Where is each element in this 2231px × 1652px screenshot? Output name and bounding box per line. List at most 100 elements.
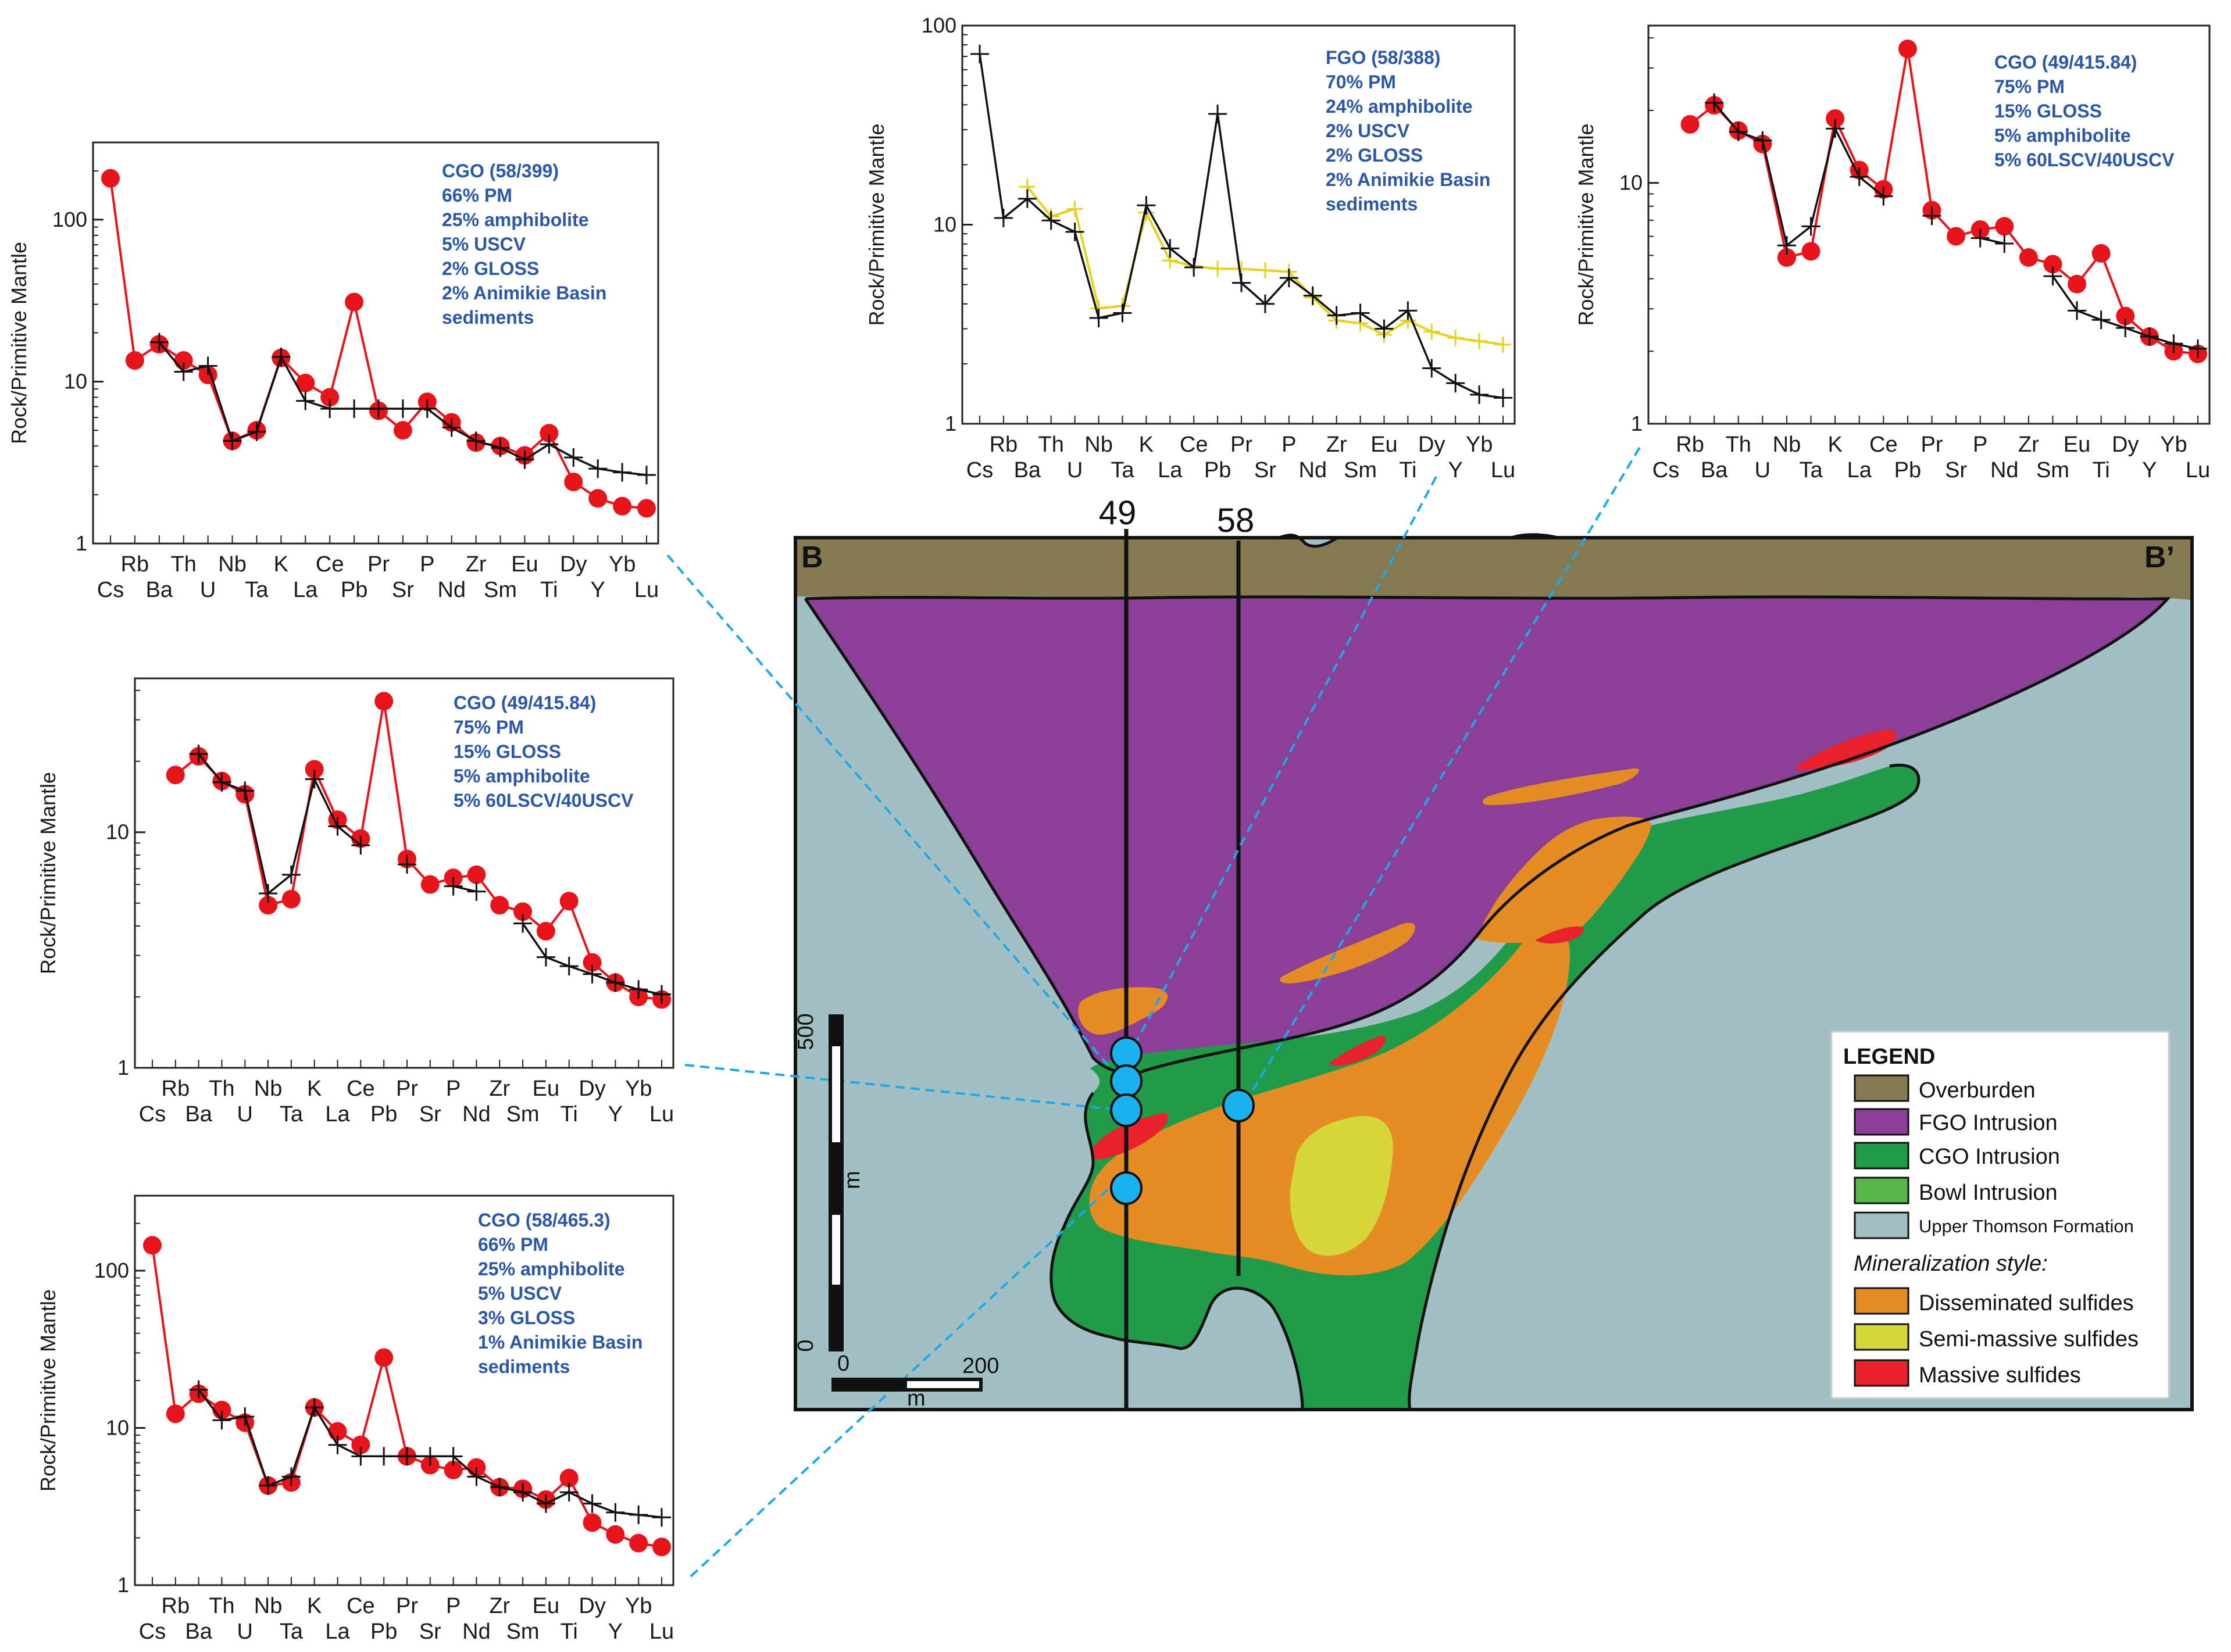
model-point bbox=[1947, 227, 1966, 246]
observed-point bbox=[281, 1467, 301, 1486]
element-label-yb: Yb bbox=[1466, 432, 1493, 457]
connector-to-cgo-58-4653 bbox=[690, 1185, 1113, 1578]
model-point bbox=[583, 1513, 602, 1532]
element-label-nb: Nb bbox=[1084, 432, 1113, 457]
element-label-u: U bbox=[237, 1619, 253, 1644]
element-label-pb: Pb bbox=[1204, 458, 1231, 482]
sample-dot[interactable] bbox=[1110, 1036, 1143, 1070]
element-label-ce: Ce bbox=[1869, 432, 1898, 457]
sample-dot[interactable] bbox=[1110, 1064, 1143, 1098]
element-label-pb: Pb bbox=[1894, 458, 1921, 482]
y-tick-label: 1 bbox=[945, 412, 956, 435]
element-label-lu: Lu bbox=[1491, 458, 1515, 482]
element-label-nb: Nb bbox=[254, 1594, 283, 1618]
observed-point bbox=[1777, 236, 1796, 255]
element-label-cs: Cs bbox=[139, 1102, 166, 1127]
observed-point bbox=[235, 1407, 255, 1426]
model-point bbox=[559, 1468, 579, 1487]
observed-point bbox=[351, 836, 370, 855]
fgo-intrusion-area bbox=[805, 596, 2168, 1074]
observed-point bbox=[559, 957, 579, 976]
model-point bbox=[2068, 274, 2087, 294]
observed-point bbox=[149, 332, 169, 352]
model-point bbox=[305, 760, 324, 779]
y-tick-label: 10 bbox=[1619, 171, 1643, 195]
element-label-dy: Dy bbox=[1418, 432, 1445, 457]
element-label-nb: Nb bbox=[218, 552, 247, 577]
model-annotation-line: CGO (58/399) bbox=[442, 160, 559, 181]
model-point bbox=[2091, 244, 2111, 263]
observed-point bbox=[1874, 187, 1893, 206]
element-label-ce: Ce bbox=[316, 552, 344, 577]
legend-swatch-semimassive bbox=[1854, 1323, 1909, 1351]
model-annotation-line: 2% Animikie Basin bbox=[442, 283, 606, 303]
observed-point bbox=[305, 1398, 324, 1417]
sample-points bbox=[1110, 1036, 1255, 1205]
element-label-eu: Eu bbox=[533, 1077, 559, 1101]
element-label-u: U bbox=[200, 578, 216, 602]
legend-label-massive: Massive sulfides bbox=[1919, 1363, 2081, 1388]
y-tick-label: 100 bbox=[52, 208, 87, 231]
observed-point bbox=[1375, 319, 1394, 338]
plot-frame bbox=[134, 677, 674, 1069]
model-point bbox=[1257, 262, 1273, 278]
model-point bbox=[101, 169, 120, 188]
vertical-scale-bar: 500 0 m bbox=[794, 1013, 865, 1351]
element-label-ta: Ta bbox=[245, 578, 269, 602]
observed-point bbox=[1232, 273, 1251, 292]
observed-point bbox=[320, 399, 340, 419]
model-point bbox=[444, 1460, 463, 1479]
model-series-line bbox=[151, 1245, 662, 1549]
sample-dot[interactable] bbox=[1222, 1089, 1255, 1122]
observed-point bbox=[1327, 306, 1346, 325]
element-label-p: P bbox=[420, 552, 434, 577]
vscale-top-label: 500 bbox=[794, 1013, 818, 1050]
plot-frame bbox=[1647, 24, 2211, 425]
model-point bbox=[1777, 248, 1796, 267]
element-label-la: La bbox=[1847, 458, 1872, 482]
hscale-left-label: 0 bbox=[837, 1351, 849, 1376]
section-label-right: B’ bbox=[2144, 541, 2175, 574]
element-label-ti: Ti bbox=[540, 578, 558, 602]
observed-point bbox=[2091, 310, 2111, 330]
legend-label-bowl: Bowl Intrusion bbox=[1919, 1181, 2058, 1205]
element-label-ce: Ce bbox=[347, 1077, 375, 1101]
element-label-sm: Sm bbox=[2036, 458, 2069, 482]
element-label-sm: Sm bbox=[506, 1619, 540, 1644]
element-label-ta: Ta bbox=[1111, 458, 1134, 482]
disseminated-lens-3 bbox=[1078, 987, 1168, 1035]
observed-point bbox=[1850, 167, 1869, 187]
model-point bbox=[1680, 115, 1700, 134]
observed-point bbox=[1184, 258, 1204, 277]
model-point bbox=[490, 896, 509, 915]
connector-to-fgo-58-388 bbox=[1133, 476, 1437, 1047]
observed-point bbox=[398, 1447, 416, 1466]
y-tick-label: 1 bbox=[76, 531, 87, 555]
element-label-lu: Lu bbox=[649, 1619, 674, 1644]
model-point bbox=[559, 892, 579, 911]
observed-point bbox=[536, 947, 555, 967]
element-label-eu: Eu bbox=[1370, 432, 1397, 457]
element-label-eu: Eu bbox=[511, 552, 538, 577]
observed-point bbox=[1398, 301, 1418, 320]
observed-point bbox=[1422, 359, 1441, 378]
observed-point bbox=[606, 1503, 625, 1522]
observed-point bbox=[588, 459, 608, 478]
observed-point bbox=[259, 884, 278, 903]
model-point bbox=[1801, 242, 1821, 261]
element-label-ba: Ba bbox=[146, 578, 173, 602]
element-label-th: Th bbox=[1038, 432, 1064, 457]
observed-point bbox=[247, 422, 266, 441]
observed-point bbox=[444, 1447, 463, 1466]
drillhole-58-label: 58 bbox=[1217, 502, 1255, 539]
spider-chart-cgo-49-41584-top: 1 10 Rock/Primitive Mantle CsRbBaThUNbTaKLa… bbox=[1574, 24, 2211, 482]
y-axis-title: Rock/Primitive Mantle bbox=[1574, 123, 1598, 326]
sample-dot[interactable] bbox=[1110, 1093, 1143, 1127]
observed-point bbox=[559, 1483, 579, 1502]
model-annotation-line: 2% USCV bbox=[1326, 120, 1410, 141]
element-label-ba: Ba bbox=[185, 1619, 212, 1644]
element-label-sm: Sm bbox=[1344, 458, 1377, 482]
model-annotation-line: 25% amphibolite bbox=[442, 209, 589, 230]
sample-dot[interactable] bbox=[1110, 1171, 1143, 1205]
plot-frame bbox=[134, 1195, 674, 1586]
